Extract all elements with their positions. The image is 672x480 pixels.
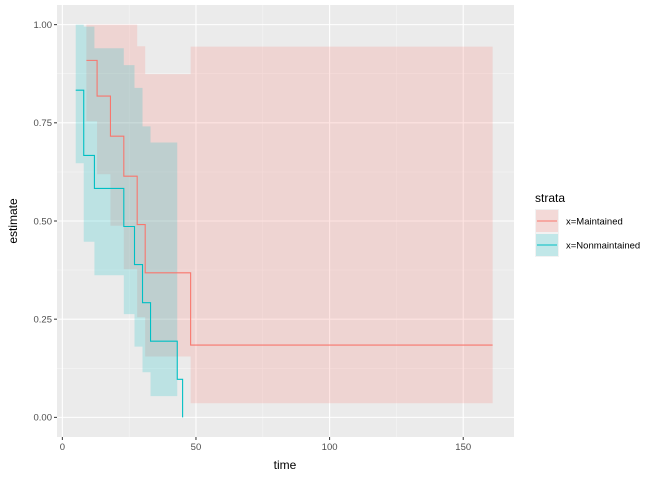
- survival-line-nonmaintained: [75, 89, 184, 418]
- confidence-ribbon-maintained: [86, 24, 493, 404]
- confidence-ribbons: [75, 24, 493, 418]
- x-tick-label: 100: [322, 442, 338, 453]
- x-axis-ticks: 0 50 100 150: [60, 437, 471, 453]
- y-tick-label: 0.75: [34, 118, 53, 129]
- y-tick-label: 0.25: [34, 314, 53, 325]
- y-axis-ticks: 0.00 0.25 0.50 0.75 1.00: [34, 20, 57, 424]
- x-tick-label: 150: [455, 442, 471, 453]
- legend-label: x=Nonmaintained: [566, 241, 640, 252]
- major-gridlines: [57, 5, 514, 437]
- legend: strata x=Maintained x=Nonmaintained: [535, 191, 640, 257]
- x-axis-title: time: [274, 458, 297, 472]
- y-axis-title: estimate: [6, 198, 20, 244]
- legend-title: strata: [535, 191, 565, 205]
- survival-line-maintained: [86, 59, 493, 346]
- confidence-ribbon-nonmaintained: [75, 24, 183, 418]
- legend-item-nonmaintained: x=Nonmaintained: [535, 233, 640, 257]
- x-tick-label: 0: [60, 442, 65, 453]
- legend-item-maintained: x=Maintained: [535, 209, 623, 233]
- legend-label: x=Maintained: [566, 217, 623, 228]
- x-tick-label: 50: [191, 442, 202, 453]
- y-tick-label: 1.00: [34, 20, 53, 31]
- y-tick-label: 0.00: [34, 413, 53, 424]
- survival-lines: [75, 59, 493, 418]
- y-tick-label: 0.50: [34, 216, 53, 227]
